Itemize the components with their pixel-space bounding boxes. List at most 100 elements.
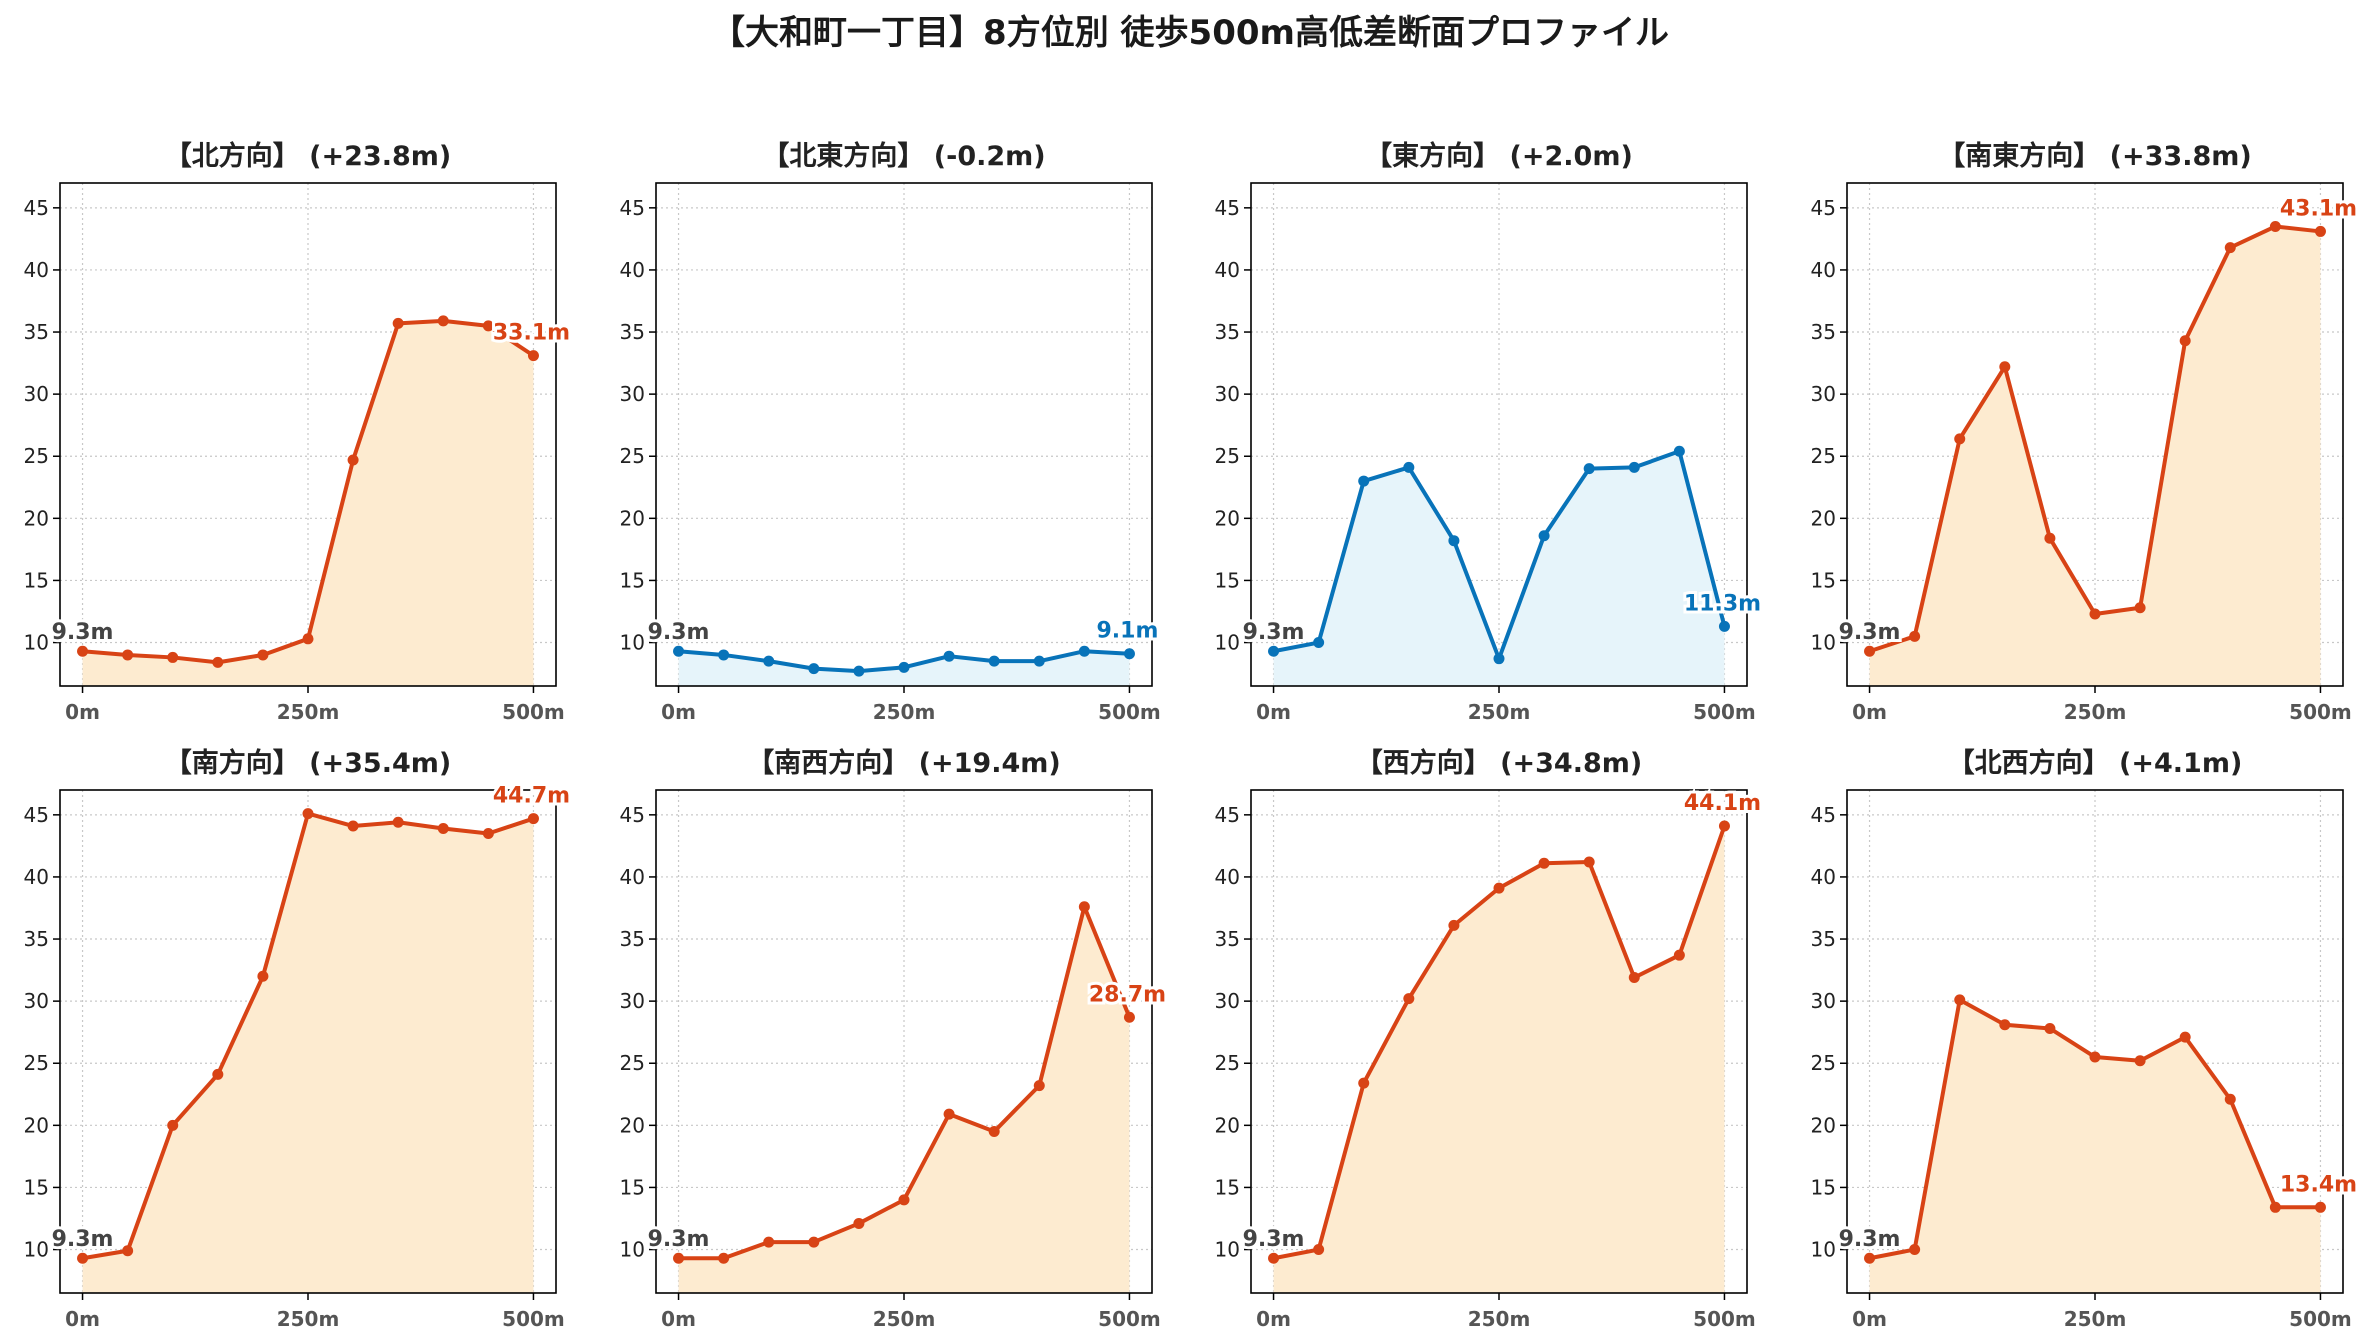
data-point	[1628, 972, 1640, 984]
start-elevation-label: 9.3m	[1839, 620, 1901, 645]
data-point	[673, 1252, 685, 1264]
area-fill	[82, 320, 534, 686]
data-point	[988, 655, 1000, 667]
x-tick-label: 500m	[1693, 1307, 1756, 1331]
data-point	[1864, 645, 1876, 657]
data-point	[1448, 535, 1460, 547]
y-tick-label: 20	[1215, 506, 1240, 530]
area-fill	[678, 906, 1130, 1293]
data-point	[1538, 857, 1550, 869]
y-tick-label: 20	[620, 1113, 645, 1137]
x-tick-label: 500m	[1098, 700, 1161, 724]
data-point	[482, 827, 494, 839]
y-tick-label: 25	[1215, 1051, 1240, 1075]
y-tick-label: 45	[1811, 196, 1836, 220]
data-point	[1358, 1077, 1370, 1089]
data-point	[2314, 1201, 2326, 1213]
data-point	[122, 649, 134, 661]
y-tick-label: 10	[620, 631, 645, 655]
data-point	[1403, 461, 1415, 473]
end-elevation-label: 11.3m	[1684, 591, 1761, 616]
x-tick-label: 500m	[502, 700, 565, 724]
data-point	[1313, 637, 1325, 649]
panel-1: 【北方向】 (+23.8m) 10 15 20 25 30 35 40 45 0m 250m 500m…	[24, 140, 574, 724]
x-tick-label: 0m	[1852, 1307, 1887, 1331]
data-point	[1403, 993, 1415, 1005]
start-elevation-label: 9.3m	[648, 620, 710, 645]
panels-grid: 【北方向】 (+23.8m) 10 15 20 25 30 35 40 45 0m 250m 500m…	[24, 140, 2361, 1331]
panel-title: 【北方向】 (+23.8m)	[165, 140, 451, 172]
data-point	[1954, 994, 1966, 1006]
y-tick-label: 35	[620, 320, 645, 344]
x-tick-label: 250m	[2064, 1307, 2127, 1331]
data-point	[808, 663, 820, 675]
y-tick-label: 15	[24, 1175, 49, 1199]
data-point	[1033, 1080, 1045, 1092]
x-tick-label: 250m	[1468, 1307, 1531, 1331]
data-point	[437, 823, 449, 835]
x-tick-label: 250m	[2064, 700, 2127, 724]
y-tick-label: 45	[1811, 803, 1836, 827]
data-point	[1909, 630, 1921, 642]
y-tick-label: 40	[24, 865, 49, 889]
figure-title: 【大和町一丁目】8方位別 徒歩500m高低差断面プロファイル	[711, 13, 1669, 53]
y-tick-label: 45	[24, 803, 49, 827]
y-tick-label: 15	[620, 1175, 645, 1199]
data-point	[212, 1068, 224, 1080]
end-elevation-label: 33.1m	[493, 321, 570, 346]
data-point	[347, 820, 359, 832]
panel-8: 【北西方向】 (+4.1m) 10 15 20 25 30 35 40 45 0m 250m 500m…	[1811, 747, 2361, 1331]
y-tick-label: 35	[1215, 927, 1240, 951]
y-tick-label: 45	[1215, 803, 1240, 827]
y-tick-label: 40	[24, 258, 49, 282]
y-tick-label: 30	[24, 382, 49, 406]
data-point	[2179, 1031, 2191, 1043]
x-tick-label: 0m	[661, 1307, 696, 1331]
area-fill	[1869, 999, 2321, 1293]
y-tick-label: 10	[1811, 1238, 1836, 1262]
y-tick-label: 40	[620, 258, 645, 282]
data-point	[988, 1126, 1000, 1138]
y-tick-label: 20	[1811, 506, 1836, 530]
data-point	[808, 1236, 820, 1248]
data-point	[673, 645, 685, 657]
data-point	[2269, 1201, 2281, 1213]
data-point	[2089, 1051, 2101, 1063]
data-point	[1673, 445, 1685, 457]
data-point	[122, 1245, 134, 1257]
data-point	[392, 816, 404, 828]
start-elevation-label: 9.3m	[1839, 1227, 1901, 1252]
data-point	[1033, 655, 1045, 667]
x-tick-label: 250m	[873, 1307, 936, 1331]
y-tick-label: 35	[24, 320, 49, 344]
x-tick-label: 0m	[65, 700, 100, 724]
data-point	[1078, 901, 1090, 913]
data-point	[2179, 335, 2191, 347]
y-tick-label: 30	[620, 382, 645, 406]
y-tick-label: 40	[1215, 258, 1240, 282]
data-point	[943, 650, 955, 662]
y-tick-label: 10	[1811, 631, 1836, 655]
y-tick-label: 45	[1215, 196, 1240, 220]
data-point	[1493, 653, 1505, 665]
panel-5: 【南方向】 (+35.4m) 10 15 20 25 30 35 40 45 0m 250m 500m…	[24, 747, 574, 1331]
end-elevation-label: 9.1m	[1097, 619, 1159, 644]
x-tick-label: 500m	[1098, 1307, 1161, 1331]
y-tick-label: 20	[24, 506, 49, 530]
data-point	[482, 320, 494, 332]
data-point	[1673, 949, 1685, 961]
panel-title: 【北西方向】 (+4.1m)	[1948, 747, 2243, 779]
y-tick-label: 30	[1215, 382, 1240, 406]
data-point	[1313, 1244, 1325, 1256]
data-point	[302, 633, 314, 645]
start-elevation-label: 9.3m	[648, 1227, 710, 1252]
x-tick-label: 500m	[2289, 1307, 2352, 1331]
panel-title: 【南西方向】 (+19.4m)	[747, 747, 1060, 779]
x-tick-label: 500m	[502, 1307, 565, 1331]
y-tick-label: 35	[1811, 320, 1836, 344]
data-point	[167, 1119, 179, 1131]
y-tick-label: 40	[1811, 258, 1836, 282]
y-tick-label: 45	[24, 196, 49, 220]
y-tick-label: 10	[1215, 631, 1240, 655]
y-tick-label: 30	[1215, 989, 1240, 1013]
